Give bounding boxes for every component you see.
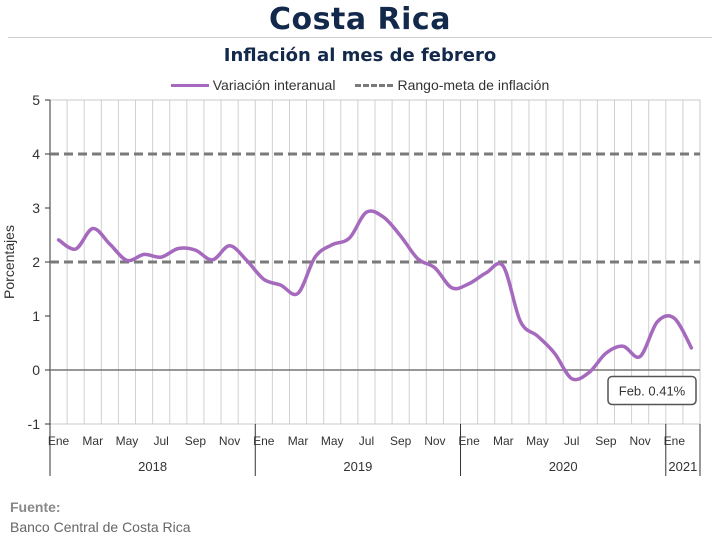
source-value: Banco Central de Costa Rica: [10, 519, 191, 535]
source-label: Fuente:: [10, 499, 61, 515]
x-tick-label: Nov: [629, 434, 650, 448]
y-axis-title: Porcentajes: [1, 225, 17, 299]
x-tick-label: May: [526, 434, 549, 448]
x-tick-label: Jul: [564, 434, 579, 448]
x-tick-label: Sep: [390, 434, 412, 448]
x-tick-label: Jul: [154, 434, 169, 448]
annotation-box: [607, 375, 697, 406]
x-tick-label: Sep: [595, 434, 617, 448]
x-tick-label: Nov: [424, 434, 445, 448]
chart-title: Costa Rica: [269, 2, 451, 37]
y-tick-label: 2: [32, 254, 40, 270]
title-divider: [8, 37, 712, 38]
y-tick-label: -1: [28, 416, 41, 432]
y-tick-label: 1: [32, 308, 40, 324]
x-tick-label: May: [321, 434, 344, 448]
y-tick-label: 5: [32, 92, 40, 108]
legend-label-target: Rango-meta de inflación: [397, 77, 550, 93]
x-tick-label: Mar: [288, 434, 309, 448]
x-tick-label: Jul: [359, 434, 374, 448]
y-tick-label: 3: [32, 200, 40, 216]
x-tick-label: Sep: [185, 434, 207, 448]
year-label: 2020: [549, 459, 578, 474]
x-tick-label: Ene: [253, 434, 275, 448]
year-label: 2019: [343, 459, 372, 474]
x-tick-label: Ene: [664, 434, 686, 448]
x-tick-label: Ene: [48, 434, 70, 448]
x-tick-label: Mar: [493, 434, 514, 448]
year-label: 2018: [138, 459, 167, 474]
y-tick-label: 4: [32, 146, 40, 162]
chart-subtitle: Inflación al mes de febrero: [223, 45, 497, 66]
legend-swatch-target: [355, 83, 394, 87]
legend-item-series: Variación interanual: [170, 77, 336, 93]
x-tick-label: Mar: [82, 434, 103, 448]
x-tick-label: Nov: [219, 434, 240, 448]
legend-item-target: Rango-meta de inflación: [355, 77, 549, 93]
x-tick-label: Ene: [458, 434, 480, 448]
legend-label-series: Variación interanual: [212, 77, 336, 93]
legend: Variación interanual Rango-meta de infla…: [0, 77, 720, 93]
series-line-variacion: [56, 209, 694, 382]
x-tick-label: May: [116, 434, 139, 448]
legend-swatch-series: [170, 83, 209, 87]
annotation-label: Feb. 0.41%: [619, 383, 686, 398]
y-tick-label: 0: [32, 362, 40, 378]
year-label: 2021: [668, 459, 697, 474]
